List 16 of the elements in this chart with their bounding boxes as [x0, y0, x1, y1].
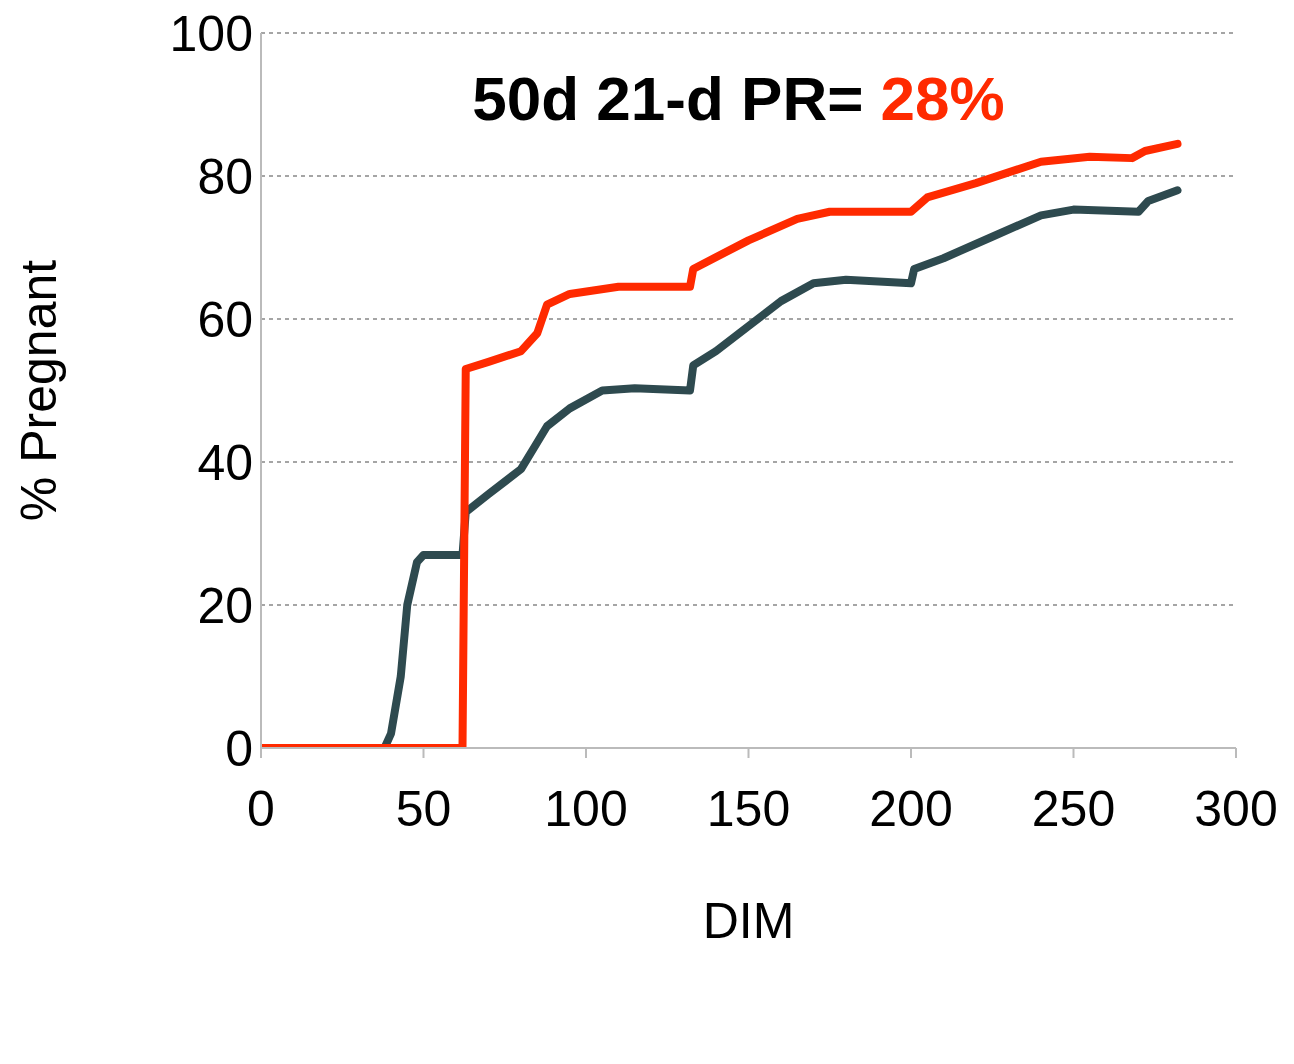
x-tick-label: 50: [395, 780, 452, 837]
annotation: 28%: [879, 64, 1005, 133]
y-axis-title: % Pregnant: [10, 259, 67, 522]
x-axis-title: DIM: [702, 893, 795, 949]
x-tick-label: 100: [544, 780, 628, 837]
y-tick-label: 80: [197, 148, 253, 205]
y-tick-label: 0: [225, 720, 253, 777]
x-tick-label: 250: [1031, 780, 1116, 837]
annotation: 50d 21-d PR=: [472, 64, 864, 133]
y-tick-label: 100: [169, 5, 253, 62]
y-tick-label: 20: [197, 577, 253, 634]
y-tick-label: 60: [197, 291, 253, 348]
x-tick-label: 300: [1194, 780, 1278, 837]
x-tick-label: 200: [869, 780, 953, 837]
x-tick-label: 150: [706, 780, 791, 837]
y-tick-label: 40: [197, 434, 253, 491]
